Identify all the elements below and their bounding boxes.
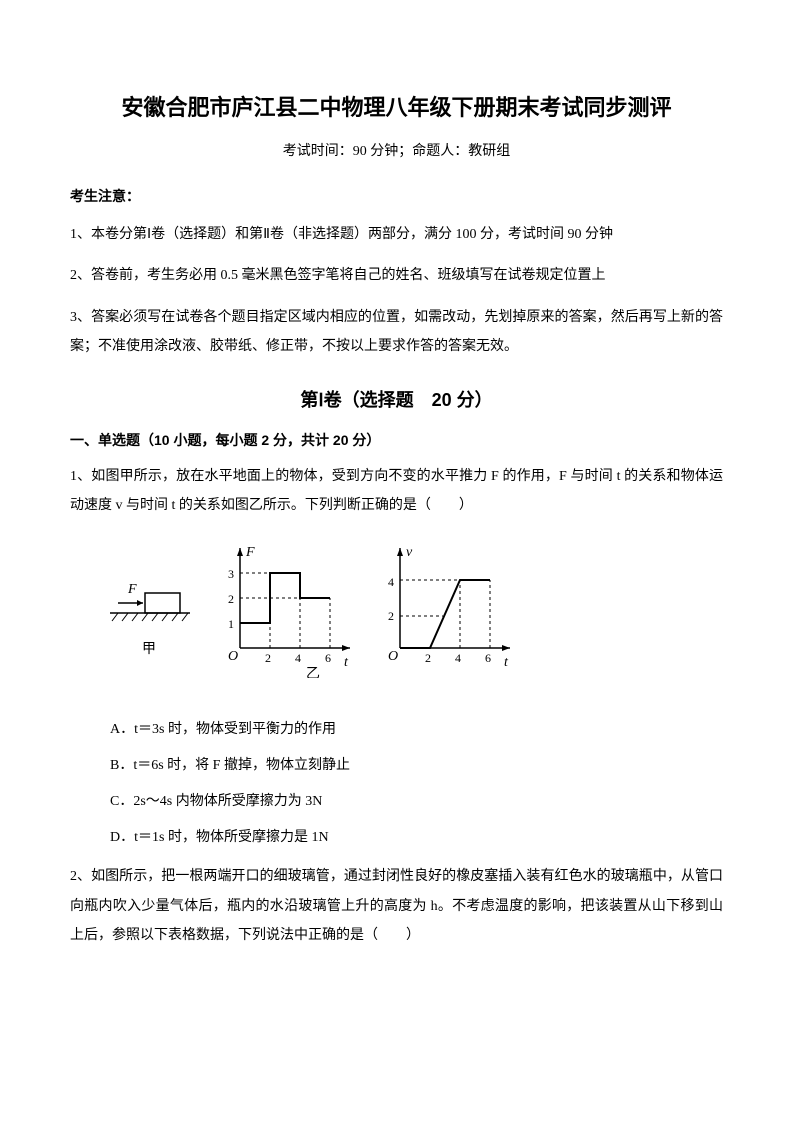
svg-text:2: 2 [228,592,234,606]
velocity-time-chart: 2 4 2 4 6 v t O [370,538,520,678]
svg-text:4: 4 [388,575,394,589]
svg-text:2: 2 [388,609,394,623]
q1-option-c: C．2s～4s 内物体所受摩擦力为 3N [110,788,723,816]
instruction-1: 1、本卷分第Ⅰ卷（选择题）和第Ⅱ卷（非选择题）两部分，满分 100 分，考试时间… [70,220,723,249]
svg-text:6: 6 [485,651,491,665]
section-1-title: 第Ⅰ卷（选择题 20 分） [70,386,723,412]
svg-text:O: O [388,649,398,664]
svg-text:2: 2 [265,651,271,665]
svg-text:3: 3 [228,567,234,581]
page-subtitle: 考试时间：90 分钟；命题人：教研组 [70,140,723,160]
svg-text:v: v [406,545,413,560]
svg-text:甲: 甲 [142,642,156,657]
page-title: 安徽合肥市庐江县二中物理八年级下册期末考试同步测评 [70,90,723,122]
svg-text:乙: 乙 [306,666,320,678]
q1-option-b: B．t＝6s 时，将 F 撤掉，物体立刻静止 [110,752,723,780]
svg-text:t: t [504,655,509,670]
q1-option-d: D．t＝1s 时，物体所受摩擦力是 1N [110,824,723,852]
question-2-stem: 2、如图所示，把一根两端开口的细玻璃管，通过封闭性良好的橡皮塞插入装有红色水的玻… [70,862,723,950]
svg-text:2: 2 [425,651,431,665]
svg-text:F: F [245,545,255,560]
svg-text:4: 4 [295,651,301,665]
q1-option-a: A．t＝3s 时，物体受到平衡力的作用 [110,716,723,744]
notice-heading: 考生注意： [70,186,723,206]
svg-text:O: O [228,649,238,664]
exam-page: 安徽合肥市庐江县二中物理八年级下册期末考试同步测评 考试时间：90 分钟；命题人… [0,0,793,1122]
instruction-2: 2、答卷前，考生务必用 0.5 毫米黑色签字笔将自己的姓名、班级填写在试卷规定位… [70,261,723,290]
question-1-figure: F 甲 1 2 3 2 4 6 [110,538,723,698]
svg-text:t: t [344,655,349,670]
force-time-chart: 1 2 3 2 4 6 F t O 乙 [210,538,360,678]
svg-text:1: 1 [228,617,234,631]
svg-text:6: 6 [325,651,331,665]
svg-text:F: F [127,582,137,597]
block-diagram-icon: F 甲 [110,563,200,663]
part-1-heading: 一、单选题（10 小题，每小题 2 分，共计 20 分） [70,430,723,450]
svg-text:4: 4 [455,651,461,665]
question-1-stem: 1、如图甲所示，放在水平地面上的物体，受到方向不变的水平推力 F 的作用，F 与… [70,462,723,521]
instruction-3: 3、答案必须写在试卷各个题目指定区域内相应的位置，如需改动，先划掉原来的答案，然… [70,303,723,362]
